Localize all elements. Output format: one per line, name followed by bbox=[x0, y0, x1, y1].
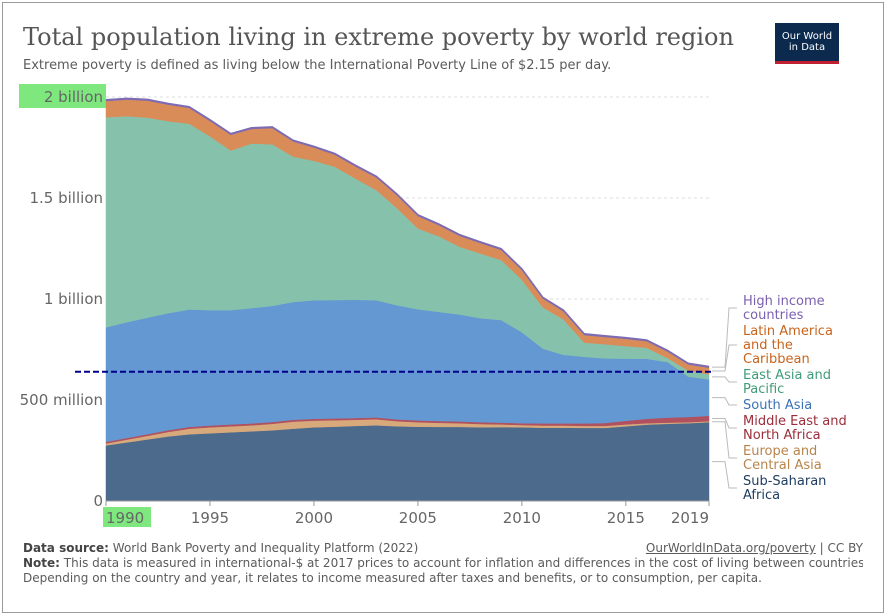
legend-label: countries bbox=[743, 308, 804, 323]
note-label: Note: bbox=[23, 556, 60, 570]
source-text: World Bank Poverty and Inequality Platfo… bbox=[112, 541, 419, 555]
tick-highlight bbox=[19, 84, 106, 108]
chart-footer: Data source: World Bank Poverty and Ineq… bbox=[23, 541, 863, 586]
note-line-2: Depending on the country and year, it re… bbox=[23, 571, 762, 585]
chart-subtitle: Extreme poverty is defined as living bel… bbox=[23, 58, 612, 73]
note-line-1: This data is measured in international-$… bbox=[63, 556, 863, 570]
legend-label: East Asia and bbox=[743, 368, 831, 383]
legend-label: Middle East and bbox=[743, 414, 847, 429]
y-tick-label: 0 bbox=[93, 492, 103, 510]
legend-label: Latin America bbox=[743, 324, 833, 339]
y-tick-label: 1.5 billion bbox=[30, 189, 104, 207]
legend-connector bbox=[712, 307, 737, 368]
logo-line-2: in Data bbox=[788, 42, 826, 53]
legend-label: Pacific bbox=[743, 382, 784, 397]
license-text[interactable]: | CC BY bbox=[819, 541, 863, 555]
legend-connector bbox=[712, 461, 737, 489]
legend-label: Caribbean bbox=[743, 352, 810, 367]
x-tick-label: 2019 bbox=[671, 509, 709, 527]
area-top-outline bbox=[105, 97, 710, 368]
legend-label: Sub-Saharan bbox=[743, 474, 826, 489]
owid-logo[interactable]: Our World in Data bbox=[775, 23, 839, 64]
legend-label: Europe and bbox=[743, 444, 817, 459]
y-tick-label: 1 billion bbox=[44, 290, 103, 308]
x-tick-label: 2010 bbox=[503, 509, 541, 527]
legend-connector bbox=[712, 421, 737, 459]
source-link[interactable]: OurWorldInData.org/poverty bbox=[645, 541, 816, 555]
legend-connector bbox=[712, 344, 737, 372]
legend-label: High income bbox=[743, 294, 825, 309]
legend-label: South Asia bbox=[743, 398, 812, 413]
legend-label: Central Asia bbox=[743, 458, 822, 473]
legend-label: Africa bbox=[743, 488, 780, 503]
area-chart[interactable]: 0 500 million 1 billion 1.5 billion 2 billio… bbox=[3, 3, 883, 538]
legend-label: and the bbox=[743, 338, 793, 353]
x-tick-label: 2015 bbox=[607, 509, 645, 527]
chart-title: Total population living in extreme pover… bbox=[23, 23, 734, 51]
legend-connector bbox=[712, 418, 737, 429]
legend-connector bbox=[712, 376, 737, 383]
source-link-group: OurWorldInData.org/poverty | CC BY bbox=[639, 541, 863, 556]
source-label: Data source: bbox=[23, 541, 109, 555]
tick-highlight bbox=[103, 507, 151, 527]
x-tick-label: 2000 bbox=[295, 509, 333, 527]
y-tick-label: 500 million bbox=[20, 391, 103, 409]
legend-connector bbox=[712, 397, 737, 406]
y-tick-label: 2 billion bbox=[44, 88, 103, 106]
x-tick-label: 1995 bbox=[191, 509, 229, 527]
x-tick-label: 2005 bbox=[399, 509, 437, 527]
x-tick-label: 1990 bbox=[106, 509, 144, 527]
logo-line-1: Our World bbox=[781, 31, 833, 42]
legend-label: North Africa bbox=[743, 428, 821, 443]
